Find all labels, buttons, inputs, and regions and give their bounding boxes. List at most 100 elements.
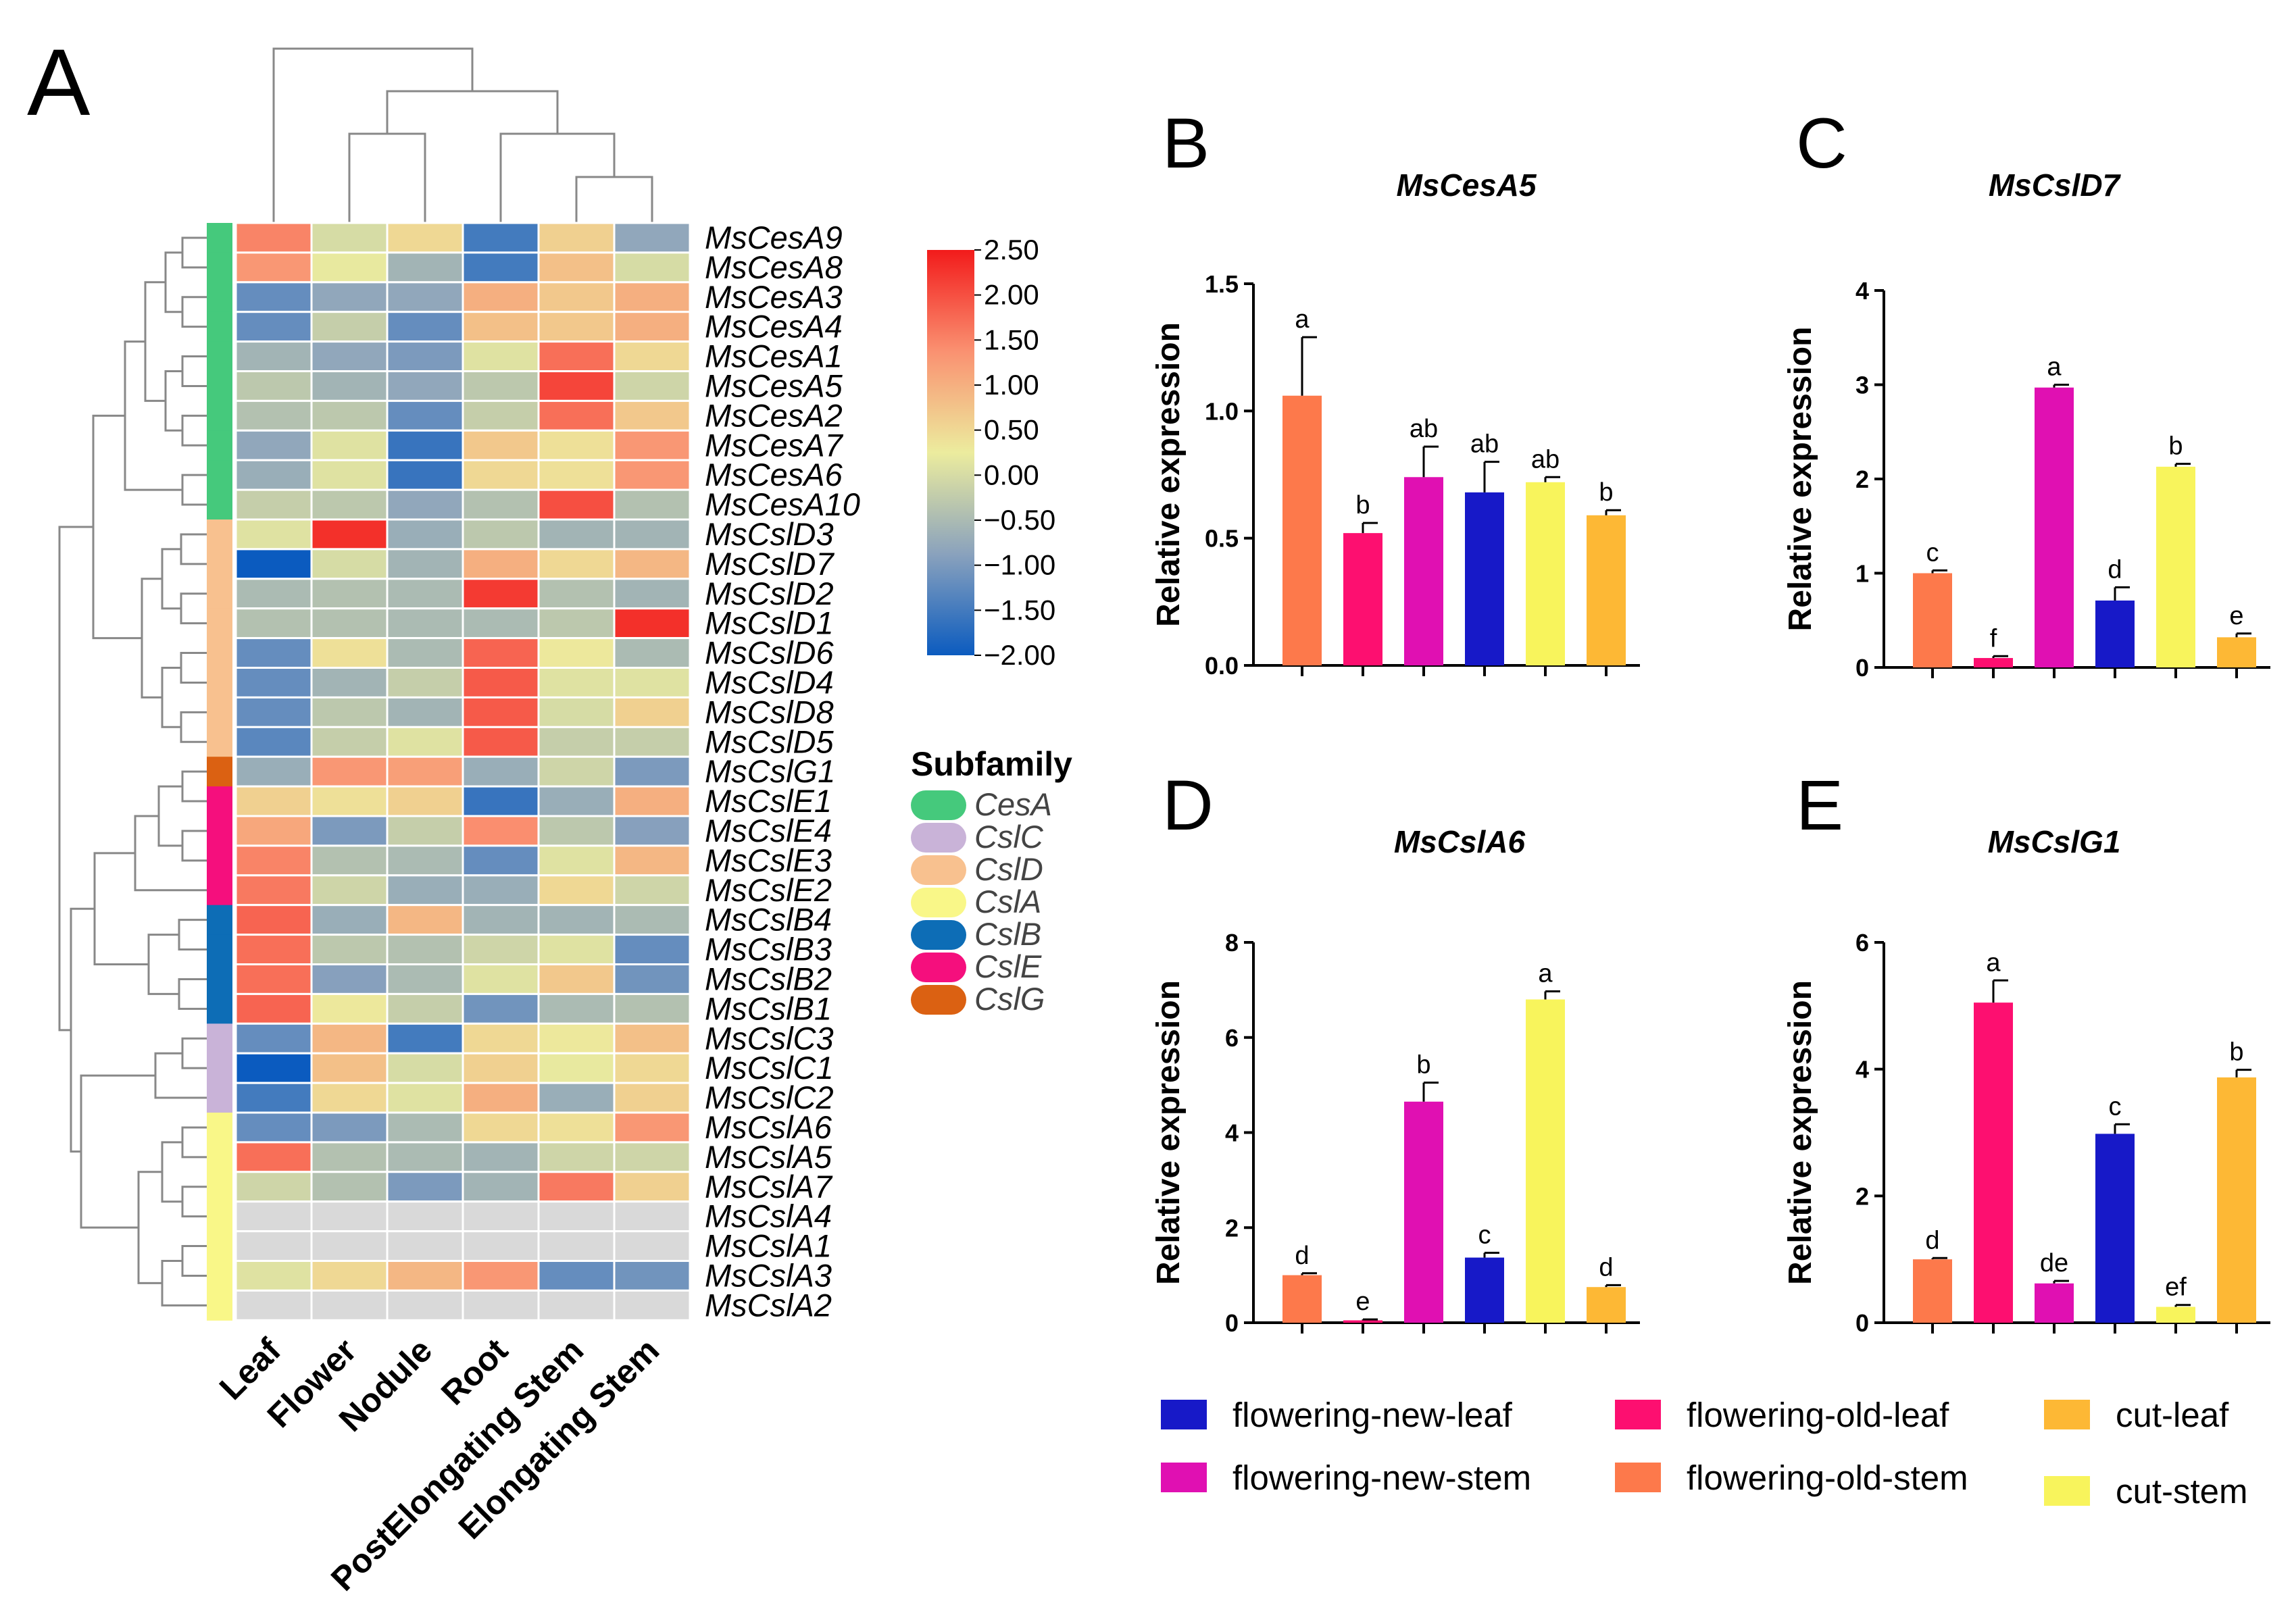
heatmap-cell bbox=[310, 667, 389, 699]
heatmap-row-label: MsCesA3 bbox=[705, 279, 843, 315]
subfamily-bar-segment bbox=[207, 845, 232, 876]
heatmap-cell bbox=[613, 370, 691, 402]
colorbar-gradient bbox=[927, 250, 974, 655]
heatmap-cell bbox=[234, 992, 313, 1025]
chart-title: MsCesA5 bbox=[1396, 168, 1537, 203]
heatmap-cell bbox=[613, 1082, 691, 1114]
y-tick-label: 3 bbox=[1855, 372, 1869, 399]
subfamily-legend-title: Subfamily bbox=[911, 745, 1072, 783]
significance-letter: d bbox=[1295, 1242, 1309, 1270]
heatmap-cell bbox=[613, 755, 691, 788]
heatmap-cell bbox=[234, 1022, 313, 1055]
dendrogram-branch bbox=[147, 934, 179, 995]
bar bbox=[1465, 1257, 1504, 1323]
significance-letter: b bbox=[2229, 1038, 2243, 1067]
bar bbox=[1974, 1003, 2013, 1323]
heatmap-row-label: MsCslB2 bbox=[705, 961, 832, 996]
heatmap-row-label: MsCesA6 bbox=[705, 457, 843, 492]
colorbar-tick-label: 1.50 bbox=[984, 324, 1039, 355]
heatmap-cell bbox=[537, 222, 616, 254]
bar bbox=[1282, 1275, 1322, 1323]
significance-letter: e bbox=[1355, 1288, 1370, 1316]
heatmap-cell bbox=[386, 696, 464, 728]
subfamily-bar-segment bbox=[207, 757, 232, 787]
heatmap-cell bbox=[234, 844, 313, 877]
heatmap-row-label: MsCslA6 bbox=[705, 1109, 832, 1145]
heatmap-row-label: MsCesA8 bbox=[705, 249, 843, 285]
legend-swatch bbox=[2044, 1400, 2090, 1429]
heatmap-cell bbox=[537, 429, 616, 461]
heatmap-cell bbox=[537, 844, 616, 877]
heatmap-cell bbox=[234, 488, 313, 521]
heatmap-cell bbox=[613, 1022, 691, 1055]
heatmap-cell bbox=[537, 785, 616, 817]
bar bbox=[1282, 395, 1322, 665]
heatmap-row-label: MsCslA3 bbox=[705, 1257, 832, 1293]
heatmap-cell bbox=[537, 667, 616, 699]
heatmap-row-label: MsCslB1 bbox=[705, 990, 832, 1026]
heatmap-row-label: MsCslC3 bbox=[705, 1020, 834, 1056]
heatmap-cell bbox=[462, 578, 540, 610]
subfamily-bar-segment bbox=[207, 1201, 232, 1232]
heatmap-cell bbox=[613, 251, 691, 284]
heatmap-row-label: MsCesA7 bbox=[705, 427, 844, 463]
significance-letter: a bbox=[1538, 959, 1553, 988]
heatmap-cell bbox=[462, 1260, 540, 1292]
heatmap-cell bbox=[462, 518, 540, 551]
subfamily-swatch bbox=[911, 920, 966, 950]
heatmap-cell bbox=[537, 1111, 616, 1144]
heatmap-cell bbox=[234, 548, 313, 580]
y-tick-label: 4 bbox=[1855, 1056, 1869, 1084]
heatmap-cell bbox=[537, 992, 616, 1025]
heatmap-cell bbox=[386, 488, 464, 521]
dendrogram-branch bbox=[181, 1126, 207, 1159]
dendrogram-branch bbox=[181, 355, 207, 387]
y-axis-label: Relative expression bbox=[1783, 327, 1818, 632]
dendrogram-branch bbox=[178, 919, 207, 951]
subfamily-bar-segment bbox=[207, 1231, 232, 1262]
heatmap-cell bbox=[537, 518, 616, 551]
heatmap-cell bbox=[613, 667, 691, 699]
heatmap-cell bbox=[613, 578, 691, 610]
heatmap-cell bbox=[386, 518, 464, 551]
heatmap-cell bbox=[234, 311, 313, 343]
heatmap-cell bbox=[537, 696, 616, 728]
heatmap-cell bbox=[537, 488, 616, 521]
panel-label-c: C bbox=[1796, 104, 1847, 183]
dendrogram-branch bbox=[575, 176, 653, 223]
y-tick-label: 2 bbox=[1855, 1182, 1869, 1210]
heatmap-cell bbox=[234, 399, 313, 432]
heatmap-cell bbox=[537, 370, 616, 402]
dendrogram-branch bbox=[499, 132, 616, 223]
bar-chart-mscsld7: MsCslD7 Relative expression 0 1 2 3 4 c f a d b e bbox=[1783, 168, 2270, 682]
subfamily-bar-segment bbox=[207, 223, 232, 253]
y-tick-label: 2 bbox=[1225, 1214, 1239, 1242]
heatmap-cell bbox=[386, 844, 464, 877]
heatmap-cell bbox=[234, 222, 313, 254]
heatmap-cell bbox=[537, 281, 616, 313]
heatmap-cell bbox=[462, 874, 540, 907]
heatmap-cell bbox=[613, 1111, 691, 1144]
heatmap-cell bbox=[462, 815, 540, 847]
subfamily-label: CslB bbox=[974, 916, 1041, 952]
heatmap-cell bbox=[386, 755, 464, 788]
heatmap-cell bbox=[234, 696, 313, 728]
heatmap-cell bbox=[310, 311, 389, 343]
heatmap-row-label: MsCslA7 bbox=[705, 1169, 833, 1204]
heatmap-cell bbox=[310, 518, 389, 551]
heatmap-cell bbox=[310, 429, 389, 461]
subfamily-bar-segment bbox=[207, 638, 232, 669]
heatmap-row-label: MsCslE2 bbox=[705, 872, 832, 908]
heatmap-cell bbox=[537, 874, 616, 907]
heatmap-cell bbox=[537, 1289, 616, 1321]
heatmap-row-label: MsCslD7 bbox=[705, 546, 834, 582]
heatmap-cell bbox=[462, 726, 540, 758]
heatmap-cell bbox=[537, 904, 616, 936]
colorbar-tick-label: 0.50 bbox=[984, 414, 1039, 446]
dendrogram-branch bbox=[58, 526, 93, 1032]
heatmap-row-label: MsCslD3 bbox=[705, 516, 834, 552]
heatmap-cell bbox=[310, 251, 389, 284]
heatmap-cell bbox=[386, 667, 464, 699]
heatmap-cell bbox=[462, 1200, 540, 1233]
